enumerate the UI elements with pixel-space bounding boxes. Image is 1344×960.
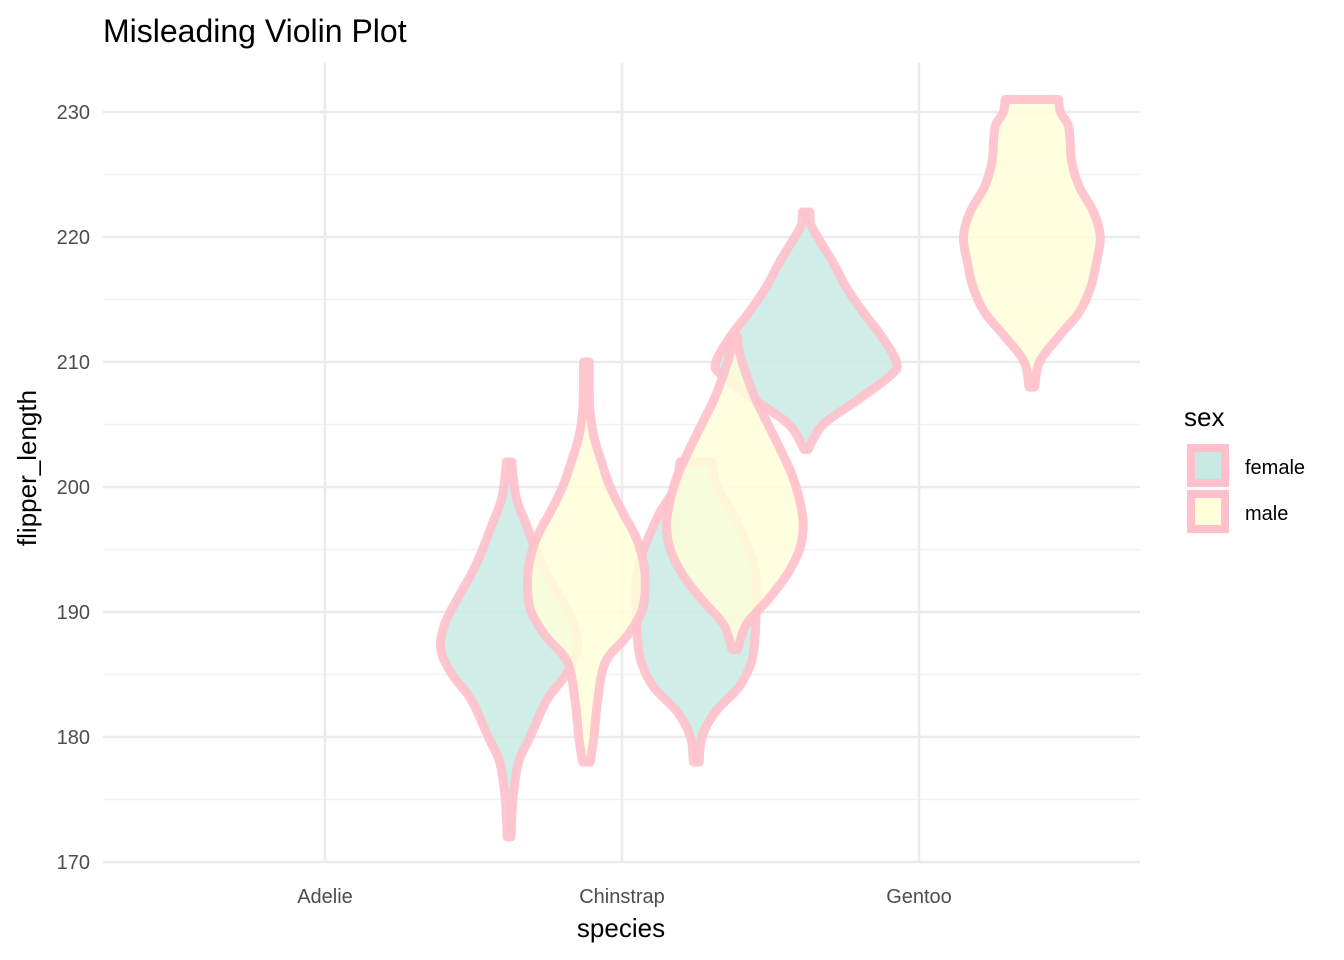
y-tick-label: 210 <box>57 352 90 374</box>
violin-male-gentoo <box>958 95 1105 392</box>
violin-female-adelie <box>435 457 583 842</box>
y-tick-label: 180 <box>57 727 90 749</box>
y-tick-label: 190 <box>57 602 90 624</box>
x-tick-label: Gentoo <box>886 886 952 908</box>
chart-title: Misleading Violin Plot <box>103 13 407 49</box>
x-tick-label: Chinstrap <box>579 886 665 908</box>
legend: sex female male <box>1184 402 1305 533</box>
x-axis-title: species <box>577 913 665 943</box>
legend-key-female <box>1187 444 1229 487</box>
y-tick-label: 170 <box>57 852 90 874</box>
legend-title: sex <box>1184 402 1224 432</box>
y-axis-title: flipper_length <box>12 390 42 546</box>
x-tick-label: Adelie <box>297 886 353 908</box>
violins <box>435 95 1105 842</box>
violin-female-chinstrap <box>710 207 902 454</box>
x-axis-ticks: Adelie Chinstrap Gentoo <box>297 886 952 908</box>
legend-key-male <box>1187 490 1229 533</box>
legend-label-male: male <box>1245 503 1288 525</box>
legend-label-female: female <box>1245 457 1305 479</box>
y-tick-label: 230 <box>57 102 90 124</box>
violin-male-chinstrap <box>662 332 808 654</box>
violin-male-adelie <box>522 357 650 767</box>
y-axis-ticks: 170 180 190 200 210 220 230 <box>57 102 90 874</box>
y-tick-label: 200 <box>57 477 90 499</box>
y-tick-label: 220 <box>57 227 90 249</box>
